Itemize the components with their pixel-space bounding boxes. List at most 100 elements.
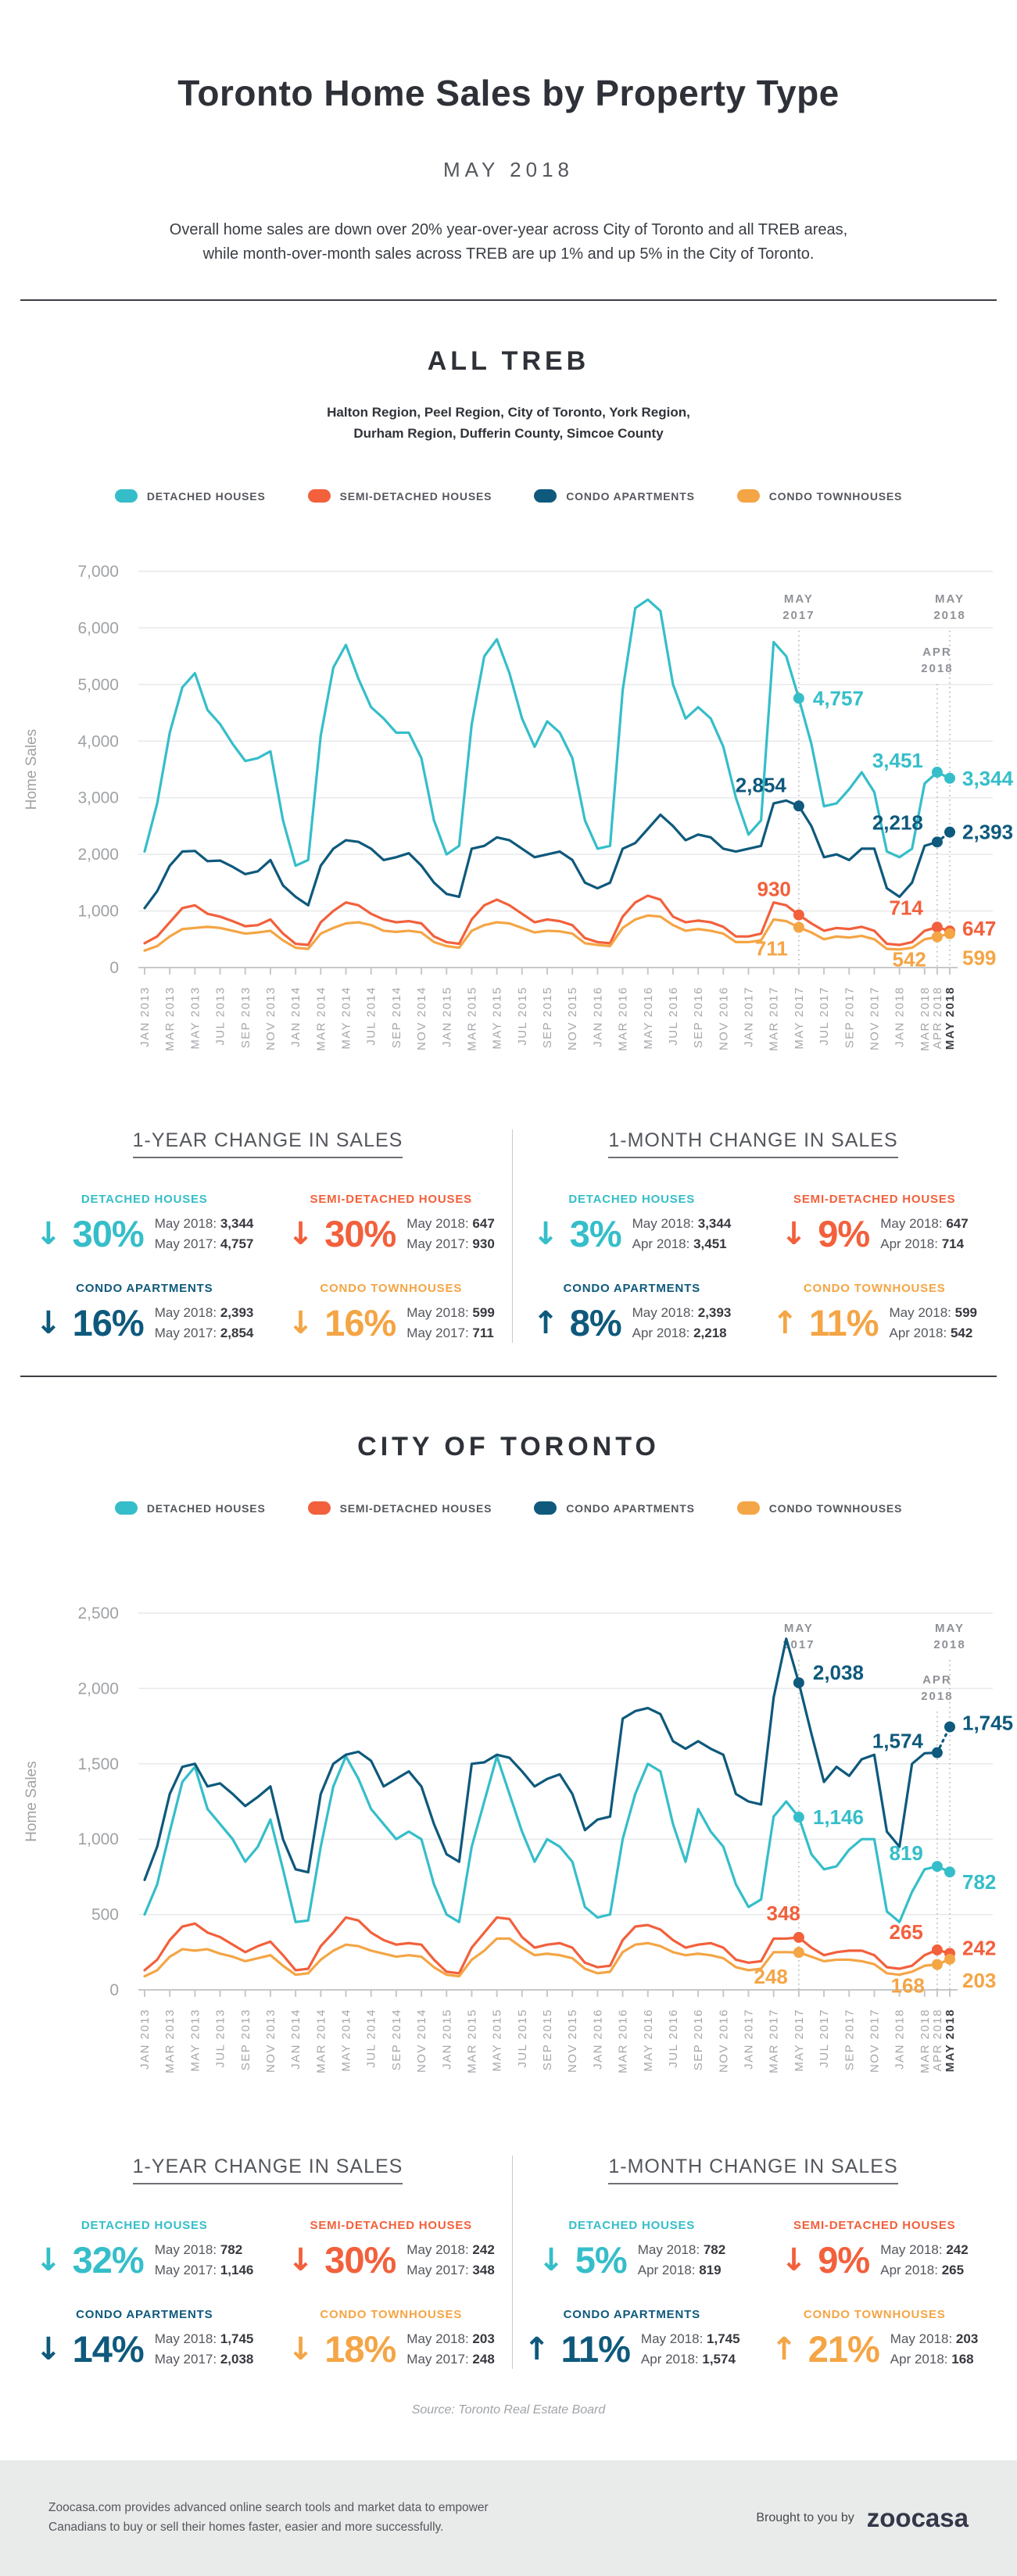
arrow-down-icon: ↓ bbox=[35, 1215, 62, 1252]
stat-value-line: May 2018: 203 bbox=[406, 2331, 495, 2347]
stat-percent: 9% bbox=[818, 1213, 870, 1255]
stat-label: CONDO TOWNHOUSES bbox=[803, 2308, 946, 2322]
series-line-semi_detached bbox=[143, 1916, 939, 1975]
x-tick-label: NOV 2017 bbox=[868, 2009, 881, 2073]
footer: Zoocasa.com provides advanced online sea… bbox=[0, 2460, 1017, 2576]
data-point-condo_apartments bbox=[793, 800, 804, 812]
x-tick-label: JUL 2013 bbox=[214, 2009, 227, 2068]
legend-item-semi_detached: SEMI-DETACHED HOUSES bbox=[307, 1501, 492, 1515]
intro-text: Overall home sales are down over 20% yea… bbox=[56, 218, 962, 267]
x-tick-label: JUL 2016 bbox=[667, 2009, 680, 2068]
x-tick-label: NOV 2016 bbox=[717, 986, 730, 1050]
stat-value-line: May 2018: 242 bbox=[880, 2242, 969, 2258]
x-tick-label: JUL 2017 bbox=[818, 986, 831, 1046]
stat-semi_detached: SEMI-DETACHED HOUSES ↓ 30% May 2018: 647 May… bbox=[270, 1193, 513, 1254]
data-point-condo_townhouses bbox=[931, 1959, 943, 1970]
stat-percent: 18% bbox=[324, 2328, 396, 2370]
annotation-value-599: 599 bbox=[962, 946, 996, 970]
stat-value-line: May 2017: 930 bbox=[406, 1236, 495, 1251]
x-tick-label: JAN 2014 bbox=[289, 986, 303, 1047]
city-chart: 0 500 1,000 1,500 2,000 2,500 Home Sales JAN 20… bbox=[23, 1605, 1013, 2073]
annotation-year-label: 2018 bbox=[921, 1690, 953, 1703]
y-tick-label: 1,500 bbox=[77, 1755, 119, 1773]
data-point-condo_townhouses bbox=[944, 1954, 955, 1966]
stat-values: May 2018: 1,745 May 2017: 2,038 bbox=[155, 2329, 254, 2369]
stat-condo_townhouses: CONDO TOWNHOUSES ↑ 11% May 2018: 599 Apr 201… bbox=[756, 1282, 994, 1343]
stat-label: DETACHED HOUSES bbox=[568, 1193, 696, 1207]
x-tick-label: SEP 2016 bbox=[692, 986, 705, 1048]
y-tick-label: 1,000 bbox=[77, 1831, 119, 1849]
stat-body: ↓ 30% May 2018: 242 May 2017: 348 bbox=[288, 2240, 495, 2280]
series-line-condo_townhouses bbox=[143, 1937, 939, 1978]
x-tick-label: SEP 2014 bbox=[390, 2009, 403, 2070]
x-tick-label: MAR 2016 bbox=[617, 986, 630, 1051]
data-point-condo_apartments bbox=[931, 836, 943, 848]
all-treb-chart: 0 1,000 2,000 3,000 4,000 5,000 6,000 7,000 Home… bbox=[23, 563, 1014, 1051]
stat-values: May 2018: 647 May 2017: 930 bbox=[406, 1214, 494, 1254]
stat-grid: DETACHED HOUSES ↓ 30% May 2018: 3,344 May 20… bbox=[23, 1193, 512, 1343]
brought-to-you-by-label: Brought to you by bbox=[756, 2511, 854, 2524]
stat-grid: DETACHED HOUSES ↓ 5% May 2018: 782 Apr 2018:… bbox=[513, 2219, 994, 2369]
annotation-value-782: 782 bbox=[962, 1871, 996, 1894]
stat-values: May 2018: 2,393 Apr 2018: 2,218 bbox=[632, 1303, 732, 1343]
x-tick-label: MAY 2016 bbox=[642, 2009, 655, 2072]
x-tick-label: JUL 2015 bbox=[516, 2009, 529, 2068]
report-month: MAY 2018 bbox=[442, 158, 574, 181]
data-point-condo_apartments bbox=[944, 827, 955, 839]
annotation-month-label: MAY bbox=[935, 592, 965, 606]
stats-column-1-year: 1-YEAR CHANGE IN SALES DETACHED HOUSES ↓ 32… bbox=[23, 2156, 512, 2369]
x-tick-label: MAY 2018 bbox=[944, 986, 957, 1050]
source-note: Source: Toronto Real Estate Board bbox=[411, 2403, 606, 2417]
stat-percent: 9% bbox=[818, 2239, 870, 2281]
stats-column-1-year: 1-YEAR CHANGE IN SALES DETACHED HOUSES ↓ 30… bbox=[23, 1129, 512, 1343]
annotation-value-168: 168 bbox=[891, 1974, 925, 1998]
arrow-down-icon: ↓ bbox=[780, 1215, 808, 1252]
annotation-month-label: APR bbox=[922, 646, 952, 659]
stat-percent: 5% bbox=[575, 2239, 628, 2281]
stat-values: May 2018: 647 Apr 2018: 714 bbox=[880, 1214, 968, 1254]
stat-value-line: May 2018: 242 bbox=[406, 2242, 495, 2258]
x-tick-label: MAY 2015 bbox=[491, 2009, 504, 2072]
arrow-down-icon: ↓ bbox=[287, 2241, 314, 2278]
stat-value-line: May 2018: 1,745 bbox=[640, 2331, 740, 2347]
stat-values: May 2018: 3,344 May 2017: 4,757 bbox=[155, 1214, 254, 1254]
stat-grid: DETACHED HOUSES ↓ 3% May 2018: 3,344 Apr 201… bbox=[513, 1193, 994, 1343]
x-tick-label: JAN 2016 bbox=[591, 2009, 604, 2070]
stat-values: May 2018: 599 Apr 2018: 542 bbox=[890, 1303, 977, 1343]
footer-blurb: Zoocasa.com provides advanced online sea… bbox=[48, 2499, 489, 2538]
series-line-detached bbox=[143, 1755, 939, 1924]
x-tick-label: JAN 2013 bbox=[138, 986, 152, 1047]
stat-body: ↑ 11% May 2018: 599 Apr 2018: 542 bbox=[772, 1303, 977, 1343]
x-tick-label: NOV 2014 bbox=[415, 986, 428, 1050]
annotation-value-4757: 4,757 bbox=[813, 687, 864, 710]
data-point-semi_detached bbox=[793, 1932, 804, 1944]
y-tick-label: 6,000 bbox=[77, 620, 119, 638]
y-tick-label: 500 bbox=[91, 1906, 119, 1924]
stat-percent: 8% bbox=[569, 1302, 622, 1344]
stat-value-line: May 2018: 599 bbox=[406, 1305, 495, 1321]
footer-line-2: Canadians to buy or sell their homes fas… bbox=[48, 2521, 444, 2534]
x-tick-label: SEP 2017 bbox=[843, 2009, 856, 2070]
x-tick-label: SEP 2016 bbox=[692, 2009, 705, 2070]
x-tick-label: NOV 2016 bbox=[717, 2009, 730, 2073]
stat-label: CONDO APARTMENTS bbox=[563, 1282, 700, 1296]
all-treb-coverage: Halton Region, Peel Region, City of Toro… bbox=[0, 402, 1017, 444]
annotation-value-2854: 2,854 bbox=[736, 774, 787, 797]
stat-percent: 11% bbox=[560, 2328, 630, 2370]
data-point-detached bbox=[793, 692, 804, 704]
stat-condo_townhouses: CONDO TOWNHOUSES ↓ 18% May 2018: 203 May 201… bbox=[270, 2308, 513, 2369]
x-tick-label: NOV 2013 bbox=[264, 2009, 278, 2073]
legend-label: CONDO TOWNHOUSES bbox=[768, 489, 903, 503]
stat-value-line: Apr 2018: 714 bbox=[880, 1236, 965, 1251]
legend-item-semi_detached: SEMI-DETACHED HOUSES bbox=[307, 489, 492, 503]
legend-label: DETACHED HOUSES bbox=[146, 1501, 266, 1515]
divider-top bbox=[20, 299, 997, 301]
x-tick-label: NOV 2017 bbox=[868, 986, 881, 1050]
section-all-treb: ALL TREB Halton Region, Peel Region, Cit… bbox=[0, 346, 1017, 1343]
stat-body: ↑ 11% May 2018: 1,745 Apr 2018: 1,574 bbox=[524, 2329, 740, 2369]
city-title: CITY OF TORONTO bbox=[357, 1432, 660, 1462]
stat-percent: 30% bbox=[72, 1213, 145, 1255]
stat-percent: 14% bbox=[72, 2328, 145, 2370]
stat-value-line: May 2018: 1,745 bbox=[154, 2331, 254, 2347]
condo_townhouses-swatch-icon bbox=[736, 489, 760, 503]
